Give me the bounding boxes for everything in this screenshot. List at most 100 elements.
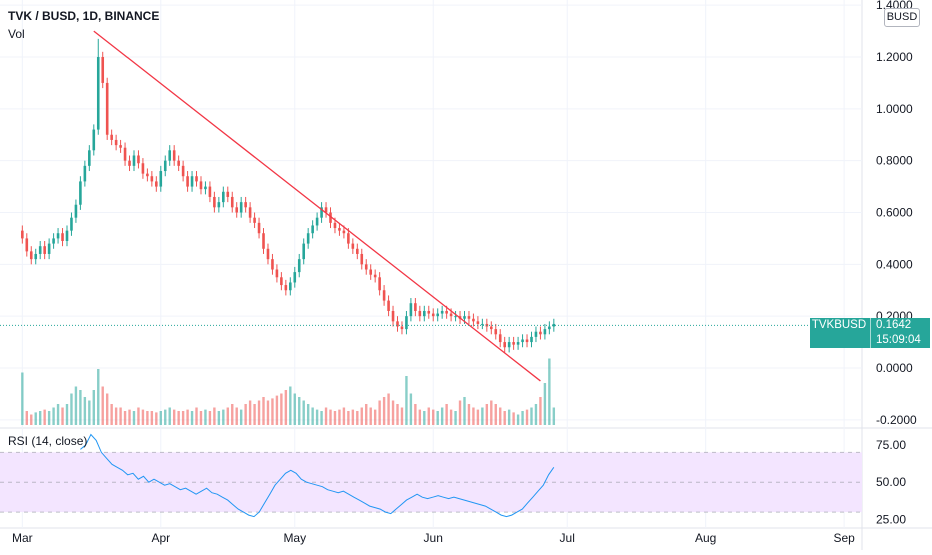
candle-body [284, 285, 288, 291]
volume-bar [396, 404, 399, 425]
candle-body [146, 173, 149, 177]
candle-body [21, 230, 24, 239]
volume-bar [123, 411, 127, 425]
volume-bar [315, 409, 319, 425]
candle-body [534, 331, 538, 337]
volume-bar [271, 398, 274, 425]
time-tick-label: Mar [12, 531, 33, 545]
candle-body [315, 217, 319, 226]
volume-bar [262, 397, 265, 425]
candle-body [239, 202, 243, 213]
candle-body [105, 82, 109, 135]
time-tick-label: Aug [695, 531, 716, 545]
candle-body [512, 342, 515, 345]
candle-body [503, 342, 506, 348]
candle-body [338, 228, 341, 231]
volume-bar [302, 400, 305, 425]
volume-bar [414, 404, 417, 425]
candle-body [472, 318, 475, 322]
candle-body [449, 313, 453, 317]
volume-bar [306, 404, 310, 425]
time-tick-label: Jul [560, 531, 575, 545]
rsi-tick-label: 50.00 [876, 475, 906, 489]
volume-bar [418, 409, 422, 425]
candle-body [132, 155, 136, 166]
time-tick-label: Apr [151, 531, 170, 545]
candle-body [378, 277, 381, 291]
candle-body [507, 342, 511, 348]
candle-body [405, 316, 408, 330]
currency-badge[interactable]: BUSD [884, 8, 920, 27]
price-tag: TVKBUSD 0.1642 15:09:04 [810, 318, 930, 349]
candle-body [195, 176, 198, 182]
volume-bar [485, 404, 489, 425]
volume-bar [539, 397, 542, 425]
volume-bar [217, 411, 221, 425]
volume-bar [378, 400, 381, 425]
price-tag-symbol: TVKBUSD [811, 319, 867, 332]
candle-body [177, 160, 180, 166]
volume-bar [222, 409, 225, 425]
candle-body [141, 163, 145, 174]
candle-body [181, 165, 185, 177]
volume-bar [97, 369, 100, 425]
volume-bar [34, 412, 37, 425]
candle-body [88, 150, 91, 166]
candle-body [38, 246, 42, 254]
volume-bar [373, 409, 377, 425]
candle-body [302, 243, 306, 260]
candle-body [74, 204, 78, 218]
candle-body [548, 326, 551, 330]
volume-bar [52, 407, 55, 425]
volume-bar [110, 404, 113, 425]
volume-bar [231, 404, 234, 425]
volume-bar [552, 407, 556, 425]
candle-body [199, 181, 203, 190]
candle-body [257, 222, 261, 234]
candle-body [123, 147, 127, 161]
volume-bar [88, 400, 91, 425]
candle-body [275, 269, 279, 278]
volume-bar [387, 393, 390, 425]
symbol-title: TVK / BUSD, 1D, BINANCE [8, 9, 160, 23]
volume-bar [445, 404, 448, 425]
volume-bar [83, 397, 87, 425]
volume-bar [239, 409, 243, 425]
volume-bar [74, 386, 78, 425]
volume-bar [164, 409, 167, 425]
volume-bar [382, 397, 386, 425]
price-tick-label: 0.4000 [876, 257, 913, 271]
candle-body [320, 207, 323, 218]
volume-bar [21, 372, 24, 425]
volume-bar [494, 404, 497, 425]
volume-bar [481, 407, 484, 425]
candle-body [253, 217, 256, 223]
candle-body [347, 233, 350, 244]
volume-bar [360, 407, 363, 425]
candle-body [414, 303, 417, 311]
candle-body [61, 233, 64, 242]
volume-bar [25, 411, 28, 425]
candle-body [489, 326, 493, 330]
candle-body [222, 191, 225, 203]
candle-body [96, 57, 100, 130]
candle-body [213, 196, 216, 208]
volume-bar [351, 409, 355, 425]
volume-bar [342, 407, 346, 425]
volume-bar [436, 411, 439, 425]
volume-bar [101, 386, 104, 425]
volume-bar [432, 409, 435, 425]
candle-body [34, 253, 38, 260]
candle-body [552, 323, 556, 327]
candle-body [52, 238, 55, 244]
candle-body [311, 225, 314, 234]
candle-body [364, 264, 368, 270]
volume-bar [548, 358, 551, 425]
volume-bar [391, 400, 395, 425]
volume-bar [440, 407, 444, 425]
time-tick-label: Jun [424, 531, 443, 545]
candle-body [543, 329, 547, 335]
candle-body [463, 316, 466, 319]
